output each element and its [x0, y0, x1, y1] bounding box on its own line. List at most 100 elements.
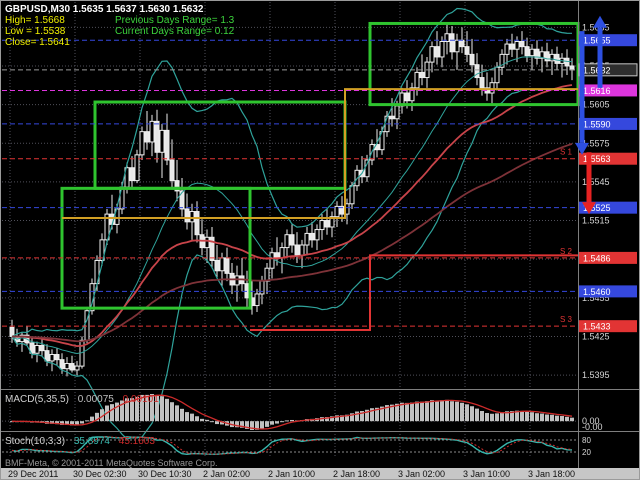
macd-histogram-bar	[65, 421, 69, 425]
price-axis-label: 1.5425	[582, 331, 610, 341]
bear-candle	[164, 129, 170, 161]
time-axis-label: 30 Dec 02:30	[73, 469, 127, 479]
price-marker-label: 1.5616	[583, 86, 611, 96]
bear-candle	[129, 167, 135, 182]
stoch-title: Stoch(10,3,3)	[5, 436, 65, 447]
macd-histogram-bar	[520, 410, 524, 422]
trend-arrow-down-head[interactable]	[582, 202, 596, 215]
price-marker-label: 1.5655	[583, 36, 611, 46]
macd-histogram-bar	[420, 401, 424, 422]
close-readout: Close= 1.5641	[5, 37, 70, 48]
macd-histogram-bar	[280, 421, 284, 423]
macd-histogram-bar	[395, 403, 399, 422]
macd-histogram-bar	[200, 418, 204, 422]
macd-histogram-bar	[135, 396, 139, 422]
macd-histogram-bar	[460, 402, 464, 422]
price-axis-label: 1.5545	[582, 177, 610, 187]
price-axis-label: 1.5455	[582, 293, 610, 303]
macd-histogram-bar	[380, 406, 384, 422]
time-axis[interactable]: 29 Dec 2011 30 Dec 02:30 30 Dec 10:30 2 Jan…	[0, 468, 640, 480]
bull-candle	[429, 46, 435, 63]
macd-histogram-bar	[100, 409, 104, 422]
bull-candle	[204, 236, 210, 249]
bull-candle	[139, 131, 145, 156]
macd-histogram-bar	[500, 412, 504, 422]
macd-histogram-bar	[60, 421, 64, 425]
macd-histogram-bar	[130, 398, 134, 422]
macd-histogram-bar	[160, 396, 164, 422]
price-axis-label: 1.5515	[582, 216, 610, 226]
price-marker-label: 1.5632	[583, 65, 611, 75]
bear-candle	[294, 244, 300, 256]
macd-histogram-bar	[550, 414, 554, 422]
macd-axis-label: -0.00	[582, 422, 603, 432]
macd-histogram-bar	[125, 398, 129, 422]
bull-candle	[329, 216, 335, 228]
macd-histogram-bar	[390, 404, 394, 422]
macd-histogram-bar	[210, 421, 214, 423]
bull-candle	[409, 87, 415, 102]
trend-arrow-up-head[interactable]	[593, 15, 607, 28]
bull-candle	[299, 244, 305, 256]
ohlc-readout: GBPUSD,M30 1.5635 1.5637 1.5630 1.5632	[5, 4, 204, 15]
bear-candle	[544, 51, 550, 62]
trend-arrow-down-head[interactable]	[575, 142, 589, 155]
macd-histogram-bar	[75, 421, 79, 426]
macd-histogram-bar	[490, 413, 494, 422]
macd-histogram-bar	[145, 394, 149, 422]
bollinger-upper-line	[11, 7, 573, 338]
pivot-label: S 1	[560, 148, 573, 157]
bull-candle	[394, 105, 400, 120]
stoch-level-label: 80	[582, 436, 591, 445]
macd-value-main: 0.00075	[78, 394, 115, 405]
macd-histogram-bar	[510, 411, 514, 422]
macd-histogram-bar	[445, 399, 449, 422]
macd-histogram-bar	[515, 410, 519, 422]
bull-candle	[189, 211, 195, 223]
macd-histogram-bar	[170, 402, 174, 422]
arrow-objects-layer[interactable]	[575, 15, 607, 215]
bull-candle	[439, 40, 445, 58]
price-marker-blue	[579, 34, 637, 47]
bear-candle	[554, 53, 560, 64]
bear-candle	[244, 283, 250, 299]
macd-histogram-bar	[265, 421, 269, 427]
price-marker-blue	[579, 117, 637, 130]
bull-candle	[159, 129, 165, 153]
bull-candle	[539, 51, 545, 59]
macd-histogram-bar	[190, 413, 194, 422]
time-axis-label: 3 Jan 02:00	[398, 469, 445, 479]
bear-candle	[434, 46, 440, 58]
macd-histogram-bar	[70, 421, 74, 426]
bear-candle	[509, 43, 515, 50]
price-marker-label: 1.5525	[583, 203, 611, 213]
time-axis-label: 30 Dec 10:30	[138, 469, 192, 479]
curr-range-readout: Current Days Range= 0.12	[115, 26, 235, 37]
macd-histogram-bar	[545, 414, 549, 422]
macd-histogram-bar	[425, 401, 429, 422]
low-readout: Low = 1.5538	[5, 26, 66, 37]
bull-candle	[334, 205, 340, 218]
macd-label: MACD(5,35,5) 0.00075 0.00101	[5, 394, 159, 405]
stoch-label: Stoch(10,3,3) 35.8974 45.1603	[5, 436, 155, 447]
macd-histogram-bar	[115, 402, 119, 422]
pivot-label: S 3	[560, 315, 573, 324]
bull-candle	[49, 354, 55, 362]
macd-histogram-bar	[365, 409, 369, 422]
macd-histogram-bar	[470, 406, 474, 422]
time-axis-label: 2 Jan 10:00	[268, 469, 315, 479]
macd-histogram-bar	[335, 415, 339, 422]
bull-candle	[264, 267, 270, 282]
macd-histogram-bar	[350, 413, 354, 422]
bear-candle	[209, 236, 215, 261]
bear-candle	[389, 115, 395, 120]
macd-histogram-bar	[540, 413, 544, 422]
price-marker-label: 1.5486	[583, 253, 611, 263]
bull-candle	[319, 220, 325, 231]
bear-candle	[194, 211, 200, 236]
price-axis[interactable]: 1.56651.56351.56051.55751.55451.55151.54…	[578, 22, 638, 380]
bull-candle	[314, 229, 320, 241]
macd-histogram-bar	[450, 401, 454, 422]
